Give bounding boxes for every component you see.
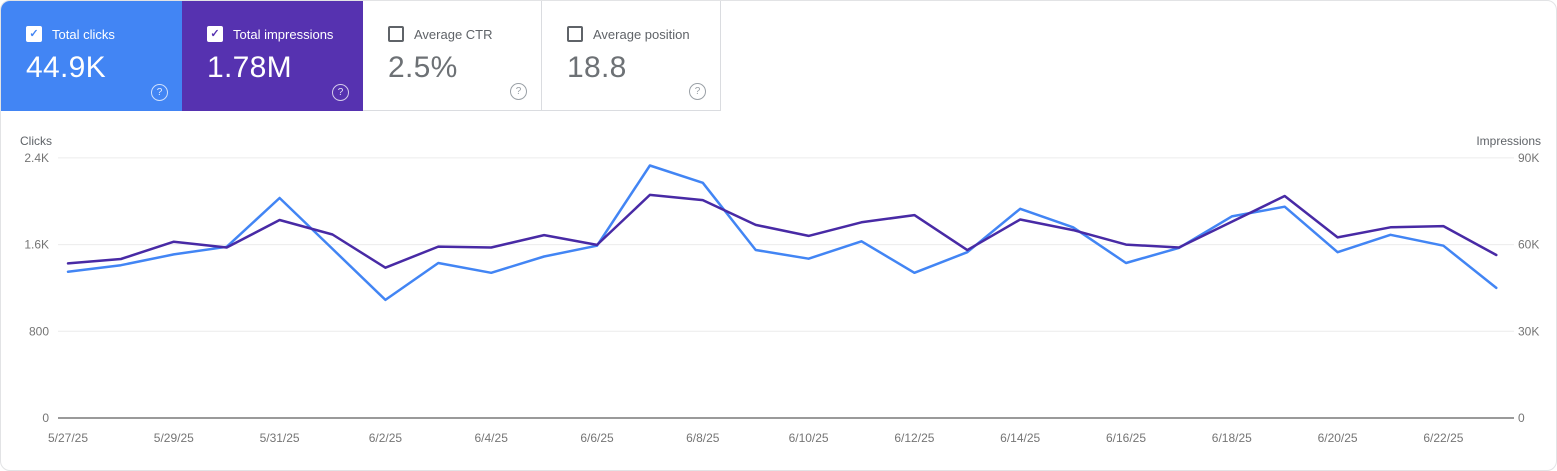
left-axis-tick: 2.4K bbox=[24, 151, 49, 165]
metric-card-total-clicks[interactable]: ✓ Total clicks 44.9K ? bbox=[1, 1, 182, 111]
right-axis-tick: 30K bbox=[1518, 324, 1539, 338]
card-header: ✓ Total impressions bbox=[207, 26, 363, 42]
total-clicks-value: 44.9K bbox=[26, 51, 106, 84]
impressions-line bbox=[66, 193, 1498, 269]
left-axis-tick: 1.6K bbox=[24, 238, 49, 252]
x-axis-date-label: 6/8/25 bbox=[686, 431, 720, 445]
x-axis-date-label: 6/4/25 bbox=[475, 431, 509, 445]
x-axis-date-label: 6/18/25 bbox=[1212, 431, 1252, 445]
right-axis-tick: 60K bbox=[1518, 238, 1539, 252]
help-icon[interactable]: ? bbox=[689, 83, 706, 100]
x-axis-date-label: 6/10/25 bbox=[789, 431, 829, 445]
metric-cards-row: ✓ Total clicks 44.9K ? ✓ Total impressio… bbox=[1, 1, 721, 111]
card-header: Average position bbox=[567, 26, 720, 42]
x-axis-date-label: 5/29/25 bbox=[154, 431, 194, 445]
help-icon[interactable]: ? bbox=[332, 84, 349, 101]
metric-card-total-impressions[interactable]: ✓ Total impressions 1.78M ? bbox=[182, 1, 363, 111]
right-axis-tick: 90K bbox=[1518, 151, 1539, 165]
average-ctr-value: 2.5% bbox=[388, 51, 458, 84]
clicks-line bbox=[66, 164, 1498, 302]
x-axis-date-label: 6/14/25 bbox=[1000, 431, 1040, 445]
help-icon[interactable]: ? bbox=[151, 84, 168, 101]
x-axis-date-label: 6/6/25 bbox=[580, 431, 614, 445]
average-position-value: 18.8 bbox=[567, 51, 627, 84]
card-header: ✓ Total clicks bbox=[26, 26, 182, 42]
right-axis-tick: 0 bbox=[1518, 411, 1525, 425]
card-label: Total clicks bbox=[52, 26, 115, 42]
checkbox-unchecked-icon[interactable] bbox=[567, 26, 583, 42]
total-impressions-value: 1.78M bbox=[207, 51, 292, 84]
x-axis-date-label: 5/27/25 bbox=[48, 431, 88, 445]
x-axis-date-label: 6/20/25 bbox=[1318, 431, 1358, 445]
x-axis-date-label: 6/12/25 bbox=[894, 431, 934, 445]
x-axis-date-label: 6/16/25 bbox=[1106, 431, 1146, 445]
x-axis-date-label: 6/22/25 bbox=[1423, 431, 1463, 445]
card-header: Average CTR bbox=[388, 26, 541, 42]
left-axis-tick: 800 bbox=[29, 324, 49, 338]
checkbox-checked-icon[interactable]: ✓ bbox=[207, 26, 223, 42]
help-icon[interactable]: ? bbox=[510, 83, 527, 100]
right-axis-title: Impressions bbox=[1476, 134, 1541, 148]
left-axis-tick: 0 bbox=[42, 411, 49, 425]
metric-card-average-ctr[interactable]: Average CTR 2.5% ? bbox=[363, 1, 542, 111]
card-label: Total impressions bbox=[233, 26, 334, 42]
metric-card-average-position[interactable]: Average position 18.8 ? bbox=[542, 1, 721, 111]
x-axis-date-label: 6/2/25 bbox=[369, 431, 403, 445]
checkbox-checked-icon[interactable]: ✓ bbox=[26, 26, 42, 42]
checkbox-unchecked-icon[interactable] bbox=[388, 26, 404, 42]
card-label: Average position bbox=[593, 26, 690, 42]
x-axis-date-label: 5/31/25 bbox=[260, 431, 300, 445]
left-axis-title: Clicks bbox=[20, 134, 52, 148]
card-label: Average CTR bbox=[414, 26, 493, 42]
